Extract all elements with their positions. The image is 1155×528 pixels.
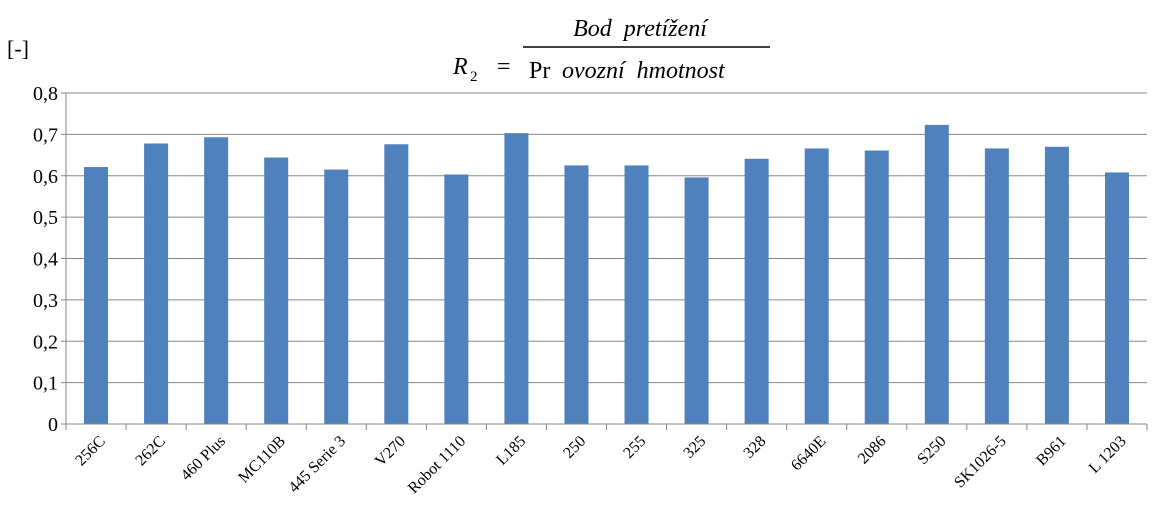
bar xyxy=(624,165,649,424)
x-tick-label: 256C xyxy=(72,433,109,470)
bar xyxy=(384,144,409,424)
y-axis-label: [-] xyxy=(7,36,29,61)
bar xyxy=(924,124,949,424)
bar xyxy=(984,148,1009,424)
bar xyxy=(204,137,229,425)
bar xyxy=(84,167,109,424)
formula-denominator-rest: ovozní hmotnost xyxy=(562,58,726,84)
formula-equals: = xyxy=(497,54,511,80)
bar xyxy=(144,143,169,425)
x-tick-label: 250 xyxy=(560,433,589,462)
bar xyxy=(264,157,289,425)
x-tick-label: B961 xyxy=(1033,433,1070,470)
bar xyxy=(804,148,829,424)
x-tick-label: 6640E xyxy=(788,433,830,475)
y-axis-ticks: 0 0,1 0,2 0,3 0,4 0,5 0,6 0,7 0,8 xyxy=(33,83,58,436)
y-tick-label: 0,8 xyxy=(33,83,58,105)
bar xyxy=(1104,172,1129,424)
bar xyxy=(444,174,469,424)
y-tick-label: 0 xyxy=(48,414,58,436)
bar xyxy=(564,165,589,424)
x-tick-label: L185 xyxy=(493,433,529,469)
y-tick-label: 0,4 xyxy=(33,249,58,271)
bar xyxy=(864,150,889,425)
x-tick-label: 460 Plus xyxy=(178,433,229,484)
y-tick-label: 0,2 xyxy=(33,331,58,353)
bar xyxy=(684,177,709,424)
y-tick-label: 0,5 xyxy=(33,207,58,229)
x-tick-label: 445 Serie 3 xyxy=(286,433,350,497)
bar xyxy=(1044,146,1069,424)
gridlines xyxy=(66,92,1147,384)
y-tick-label: 0,7 xyxy=(33,124,58,146)
x-tick-label: L 1203 xyxy=(1086,433,1130,477)
x-tick-label: 255 xyxy=(620,433,649,462)
x-tick-label: MC110B xyxy=(235,433,289,487)
y-tick-label: 0,6 xyxy=(33,166,58,188)
y-tick-label: 0,3 xyxy=(33,290,58,312)
x-tick-label: 2086 xyxy=(855,433,890,468)
x-tick-label: SK1026-5 xyxy=(951,433,1010,492)
x-tick-label: 262C xyxy=(132,433,169,470)
formula-numerator: Bod pretížení xyxy=(573,16,709,42)
x-tick-label: 325 xyxy=(680,433,709,462)
x-tick-label: 328 xyxy=(740,433,769,462)
x-tick-label: V270 xyxy=(372,433,409,470)
x-tick-label: Robot 1110 xyxy=(405,433,469,497)
formula-lhs-subscript: 2 xyxy=(470,69,478,85)
formula-lhs-symbol: R xyxy=(452,54,468,80)
axes xyxy=(61,92,1148,430)
formula-denominator-prefix: Pr xyxy=(529,58,550,84)
x-tick-label: S250 xyxy=(914,433,949,468)
bar xyxy=(744,158,769,424)
bar xyxy=(324,169,349,424)
bars xyxy=(84,124,1129,425)
y-tick-label: 0,1 xyxy=(33,373,58,395)
chart-formula: R 2 = Bod pretížení Pr ovozní hmotnost xyxy=(452,16,770,85)
bar xyxy=(504,133,529,425)
